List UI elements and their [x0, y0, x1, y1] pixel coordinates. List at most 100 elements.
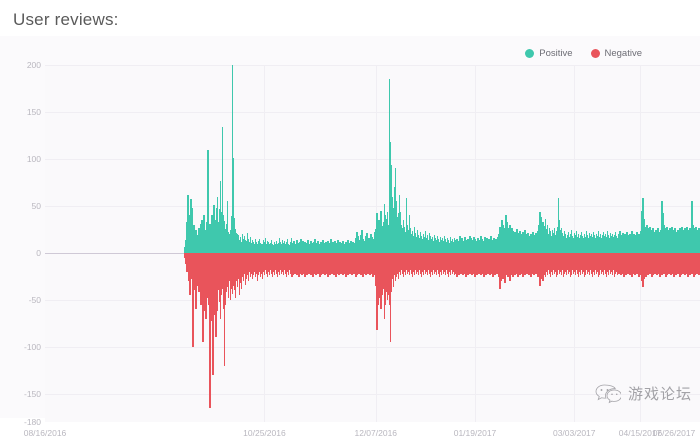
bar-negative: [449, 252, 452, 276]
bar-positive: [406, 224, 409, 253]
bar-positive: [583, 234, 586, 253]
gridline-horizontal: [45, 346, 700, 348]
bar-positive: [519, 231, 521, 253]
bar-positive: [592, 232, 595, 253]
bar-negative: [529, 252, 531, 270]
bar-positive: [376, 223, 379, 253]
bar-negative: [417, 252, 420, 276]
bar-negative: [494, 252, 496, 276]
legend-item-positive[interactable]: Positive: [525, 48, 573, 59]
bar-negative: [354, 252, 356, 272]
bar-positive: [487, 241, 489, 253]
bar-positive: [314, 238, 316, 253]
bar-positive: [340, 244, 342, 253]
bar-negative: [230, 252, 233, 289]
bar-positive: [546, 224, 549, 253]
legend-label-negative: Negative: [604, 48, 643, 59]
bar-positive: [549, 231, 552, 253]
bar-negative: [615, 252, 618, 272]
bar-negative: [199, 252, 201, 282]
bar-negative: [332, 252, 334, 272]
bar-negative: [622, 252, 625, 274]
bar-positive: [402, 220, 405, 253]
bar-positive: [328, 244, 330, 253]
bar-positive: [419, 232, 422, 253]
bar-negative: [236, 252, 239, 287]
bar-positive: [620, 235, 623, 253]
bar-negative: [318, 252, 320, 272]
bar-positive: [442, 240, 445, 253]
bar-negative: [190, 252, 192, 280]
gridline-horizontal: [45, 393, 700, 395]
wechat-logo-icon: [595, 384, 621, 404]
bar-positive: [637, 235, 639, 253]
bar-negative: [369, 252, 371, 276]
bar-negative: [536, 252, 538, 272]
bar-negative: [447, 252, 450, 278]
bar-negative: [584, 252, 587, 276]
bar-positive: [560, 227, 563, 253]
bar-positive: [326, 245, 328, 253]
bar-negative: [497, 252, 499, 272]
bar-positive: [608, 237, 611, 253]
bar-negative: [682, 252, 684, 274]
bar-positive: [323, 242, 325, 253]
bar-negative: [532, 252, 534, 272]
bar-positive: [668, 234, 670, 253]
bar-negative: [693, 252, 695, 278]
bar-negative: [308, 252, 310, 274]
bar-positive: [573, 233, 576, 253]
bar-negative: [516, 252, 518, 274]
bar-negative: [306, 252, 308, 276]
bar-positive: [540, 228, 543, 253]
bar-positive: [332, 241, 334, 253]
bar-negative: [573, 252, 576, 272]
bar-negative: [207, 252, 209, 291]
bar-positive: [399, 211, 402, 253]
bar-positive: [582, 237, 585, 253]
bar-negative: [669, 252, 671, 272]
bar-positive: [202, 234, 204, 253]
bar-negative: [513, 252, 515, 272]
bar-positive: [692, 224, 694, 253]
bar-positive: [634, 237, 636, 253]
bar-negative: [505, 252, 507, 276]
bar-positive: [327, 240, 329, 253]
bar-positive: [474, 238, 476, 253]
bar-positive: [287, 243, 290, 253]
bar-positive: [672, 230, 674, 253]
bar-negative: [224, 252, 227, 305]
bar-negative: [274, 252, 277, 270]
bar-positive: [294, 243, 297, 253]
bar-negative: [234, 252, 237, 298]
bar-negative: [477, 252, 479, 270]
bar-positive: [266, 240, 269, 253]
bar-positive: [201, 220, 203, 253]
bar-negative: [394, 252, 397, 282]
bar-negative: [254, 252, 257, 278]
bar-negative: [184, 252, 186, 258]
bar-positive: [475, 240, 477, 253]
bar-positive: [615, 235, 618, 253]
bar-positive: [281, 239, 284, 253]
bar-positive: [513, 235, 515, 253]
bar-negative: [223, 252, 226, 366]
bar-positive: [295, 245, 298, 253]
bar-negative: [629, 252, 631, 276]
bar-positive: [536, 235, 538, 253]
bar-positive: [425, 237, 428, 253]
bar-negative: [651, 252, 653, 278]
bar-positive: [306, 242, 308, 253]
bar-positive: [301, 243, 303, 253]
bar-negative: [413, 252, 416, 276]
bar-positive: [257, 240, 260, 253]
legend-item-negative[interactable]: Negative: [590, 48, 643, 59]
bar-positive: [596, 235, 599, 253]
bar-negative: [337, 252, 339, 272]
bar-positive: [690, 232, 692, 253]
bar-positive: [489, 240, 491, 253]
bar-positive: [624, 234, 626, 253]
bar-negative: [673, 252, 675, 278]
bar-negative: [603, 252, 606, 270]
bar-negative: [372, 252, 375, 272]
